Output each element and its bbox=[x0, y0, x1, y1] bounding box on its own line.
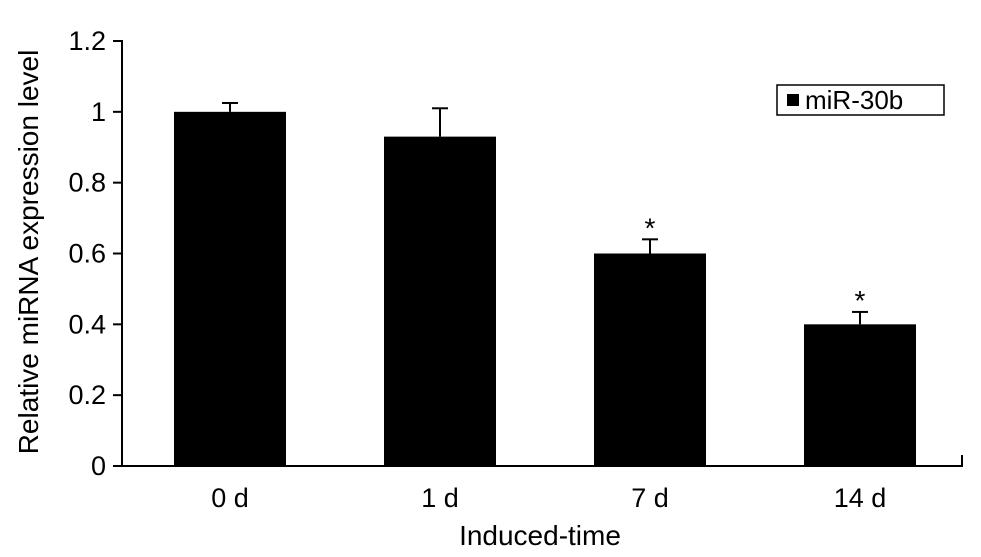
legend-swatch bbox=[787, 94, 799, 106]
bar bbox=[384, 136, 496, 466]
plot-area: ** bbox=[174, 101, 916, 466]
y-tick-label: 0.4 bbox=[68, 309, 106, 339]
y-tick-label: 1 bbox=[91, 97, 106, 127]
y-ticks: 0 0.2 0.4 0.6 0.8 1 1.2 bbox=[68, 26, 122, 481]
significance-marker: * bbox=[645, 212, 656, 243]
x-axis-title: Induced-time bbox=[459, 520, 621, 551]
x-tick-label: 14 d bbox=[834, 483, 887, 513]
x-ticks: 0 d 1 d 7 d 14 d bbox=[211, 483, 886, 513]
y-tick-label: 1.2 bbox=[68, 26, 106, 56]
y-tick-label: 0.2 bbox=[68, 380, 106, 410]
y-axis-title: Relative miRNA expression level bbox=[13, 50, 44, 455]
legend-label: miR-30b bbox=[805, 85, 903, 115]
x-tick-label: 7 d bbox=[631, 483, 669, 513]
bar bbox=[594, 253, 706, 466]
y-tick-label: 0 bbox=[91, 451, 106, 481]
bar bbox=[804, 324, 916, 466]
x-tick-label: 1 d bbox=[421, 483, 459, 513]
y-tick-label: 0.6 bbox=[68, 239, 106, 269]
legend: miR-30b bbox=[776, 84, 945, 116]
bar bbox=[174, 111, 286, 466]
significance-marker: * bbox=[855, 285, 866, 316]
x-tick-label: 0 d bbox=[211, 483, 249, 513]
legend-box bbox=[776, 84, 945, 116]
y-tick-label: 0.8 bbox=[68, 168, 106, 198]
